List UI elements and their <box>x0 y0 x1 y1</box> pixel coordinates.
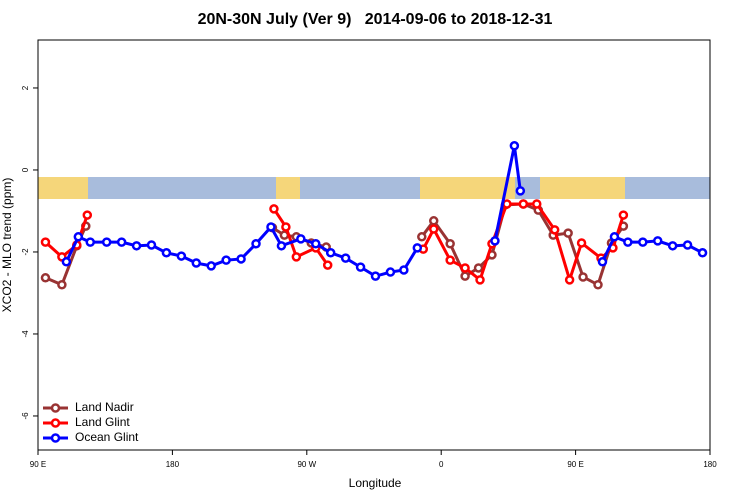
point <box>460 271 470 281</box>
point <box>428 224 439 234</box>
point <box>638 237 648 247</box>
point <box>281 222 291 232</box>
point <box>412 243 423 253</box>
point <box>490 236 500 246</box>
point <box>269 204 279 214</box>
point <box>623 237 633 247</box>
legend-label: Land Glint <box>75 415 130 429</box>
point <box>85 237 96 247</box>
point <box>593 280 603 290</box>
x-tick-label: 0 <box>439 460 444 469</box>
point <box>221 255 231 265</box>
point <box>296 234 306 244</box>
point <box>428 216 439 226</box>
point <box>251 239 261 249</box>
point <box>101 237 112 247</box>
point <box>460 263 470 273</box>
y-tick-label: -4 <box>21 330 30 338</box>
map-land <box>540 177 625 199</box>
point <box>399 265 409 275</box>
point <box>532 199 542 209</box>
point <box>518 199 529 209</box>
point <box>355 262 366 272</box>
point <box>609 232 620 242</box>
point <box>161 248 172 258</box>
point <box>578 272 588 282</box>
point <box>291 252 302 262</box>
point <box>40 273 51 283</box>
legend-marker <box>50 418 61 428</box>
point <box>597 257 608 267</box>
point <box>146 240 157 250</box>
point <box>667 241 678 251</box>
point <box>322 260 333 270</box>
point <box>652 236 663 246</box>
point <box>385 267 396 277</box>
point <box>82 210 93 220</box>
point <box>325 248 336 258</box>
legend-label: Land Nadir <box>75 400 134 414</box>
x-tick-label: 180 <box>166 460 180 469</box>
y-tick-label: 0 <box>21 167 30 172</box>
x-axis-label: Longitude <box>349 476 402 490</box>
point <box>340 253 351 263</box>
point <box>576 238 587 248</box>
point <box>276 241 287 251</box>
point <box>475 275 485 285</box>
point <box>191 258 202 268</box>
x-tick-label: 180 <box>703 460 717 469</box>
point <box>445 255 455 265</box>
y-axis-label: XCO2 - MLO trend (ppm) <box>0 178 14 313</box>
map-land <box>38 177 88 199</box>
point <box>515 186 526 196</box>
y-tick-label: -2 <box>21 248 30 256</box>
chart-title: 20N-30N July (Ver 9) 2014-09-06 to 2018-… <box>198 11 553 28</box>
point <box>40 237 51 247</box>
point <box>682 240 693 250</box>
point <box>73 232 84 242</box>
point <box>176 251 187 261</box>
point <box>697 248 708 258</box>
point <box>549 225 560 235</box>
point <box>370 271 381 281</box>
point <box>417 232 427 242</box>
point <box>206 261 216 271</box>
y-tick-label: -6 <box>21 412 30 420</box>
map-land <box>420 177 515 199</box>
point <box>131 241 142 251</box>
legend-marker <box>50 403 61 413</box>
y-tick-label: 2 <box>21 85 30 90</box>
point <box>473 263 484 273</box>
point <box>509 141 520 151</box>
map-land <box>276 177 300 199</box>
plot-frame <box>37 39 711 451</box>
x-tick-label: 90 E <box>30 460 46 469</box>
point <box>116 237 127 247</box>
point <box>564 275 575 285</box>
legend-label: Ocean Glint <box>75 430 139 444</box>
point <box>618 210 629 220</box>
series-line <box>44 202 625 285</box>
legend-marker <box>50 433 61 443</box>
point <box>266 222 276 232</box>
point <box>311 239 321 249</box>
point <box>236 254 246 264</box>
point <box>563 228 573 238</box>
point <box>57 280 67 290</box>
point <box>445 239 455 249</box>
x-tick-label: 90 E <box>567 460 583 469</box>
x-tick-label: 90 W <box>297 460 316 469</box>
point <box>61 257 72 267</box>
